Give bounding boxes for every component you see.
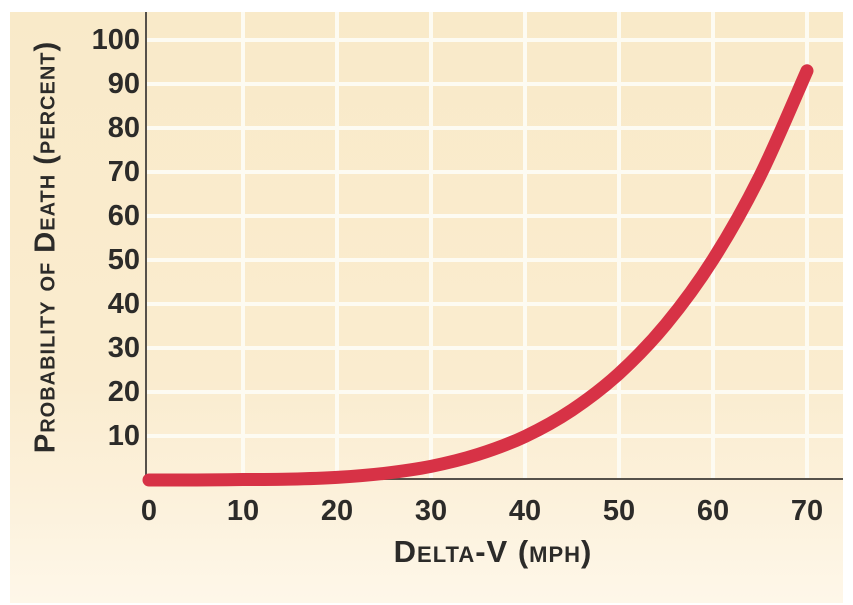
y-tick-label: 70 <box>107 156 140 188</box>
x-tick-label: 30 <box>414 495 448 527</box>
y-tick-label: 40 <box>107 288 140 320</box>
probability-curve <box>142 64 814 487</box>
gridlines <box>147 12 843 478</box>
x-tick-label: 20 <box>320 495 354 527</box>
x-tick-label: 70 <box>790 495 824 527</box>
y-tick-label: 10 <box>107 420 140 452</box>
y-tick-label: 50 <box>107 244 140 276</box>
x-tick-label: 40 <box>508 495 542 527</box>
y-tick-label: 20 <box>107 376 140 408</box>
chart-panel <box>10 12 843 603</box>
x-tick-label: 0 <box>140 495 158 527</box>
y-tick-label: 100 <box>91 24 140 56</box>
y-tick-label: 60 <box>107 200 140 232</box>
y-tick-label: 80 <box>107 112 140 144</box>
y-axis-title: Probability of Death (percent) <box>29 40 62 454</box>
x-tick-label: 60 <box>696 495 730 527</box>
x-tick-label: 50 <box>602 495 636 527</box>
y-tick-label: 90 <box>107 68 140 100</box>
x-axis-title: Delta-V (mph) <box>393 534 593 569</box>
x-tick-label: 10 <box>226 495 260 527</box>
y-tick-label: 30 <box>107 332 140 364</box>
